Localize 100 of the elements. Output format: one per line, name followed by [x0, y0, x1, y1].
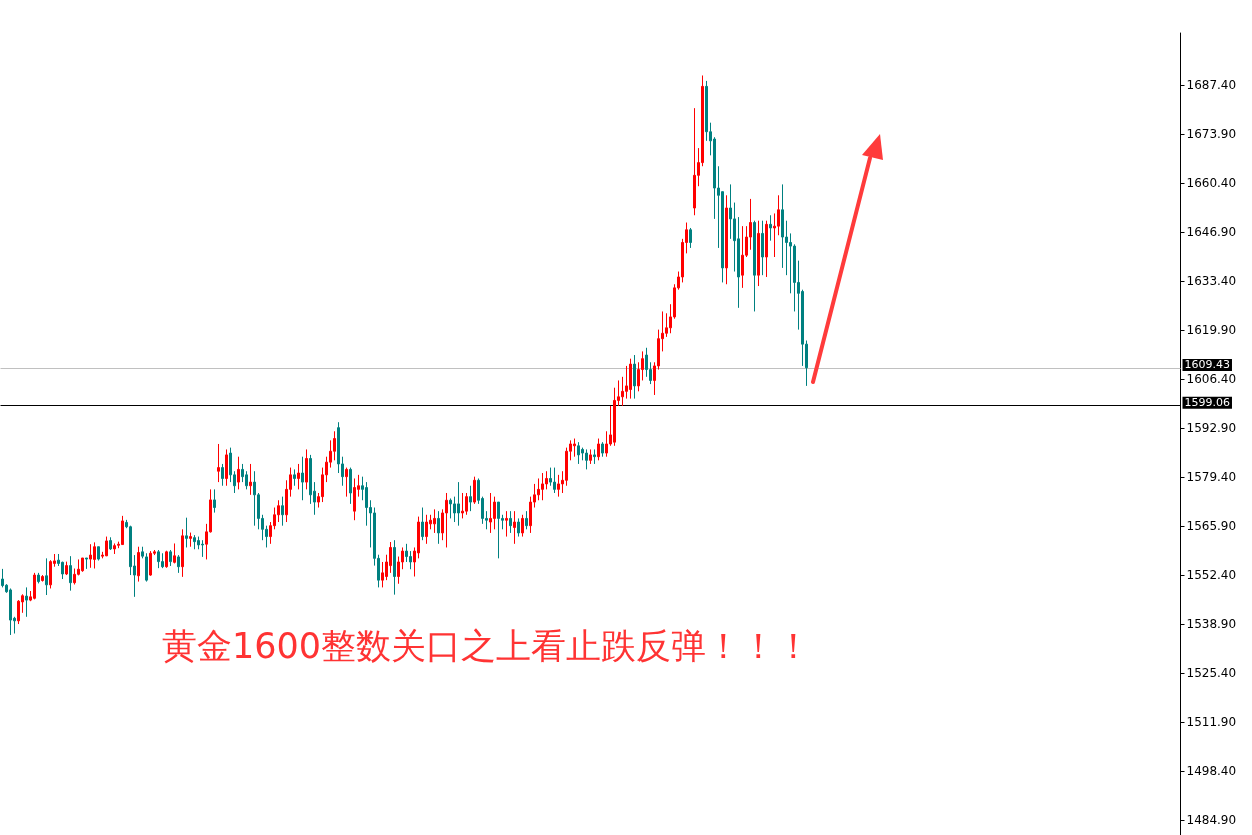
candlestick — [689, 227, 692, 249]
candlestick — [237, 456, 240, 490]
candlestick — [301, 456, 304, 501]
candlestick — [741, 225, 744, 289]
candlestick — [253, 470, 256, 527]
candlestick — [629, 358, 632, 400]
candlestick — [437, 510, 440, 545]
candlestick — [541, 472, 544, 501]
y-tick-label: 1552.40 — [1186, 568, 1237, 583]
candlestick — [65, 561, 68, 576]
y-tick-label: 1565.90 — [1186, 519, 1237, 534]
candlestick — [181, 528, 184, 578]
candlestick — [769, 214, 772, 242]
candlestick — [249, 463, 252, 496]
candlestick — [169, 549, 172, 567]
candlestick — [449, 497, 452, 519]
candlestick — [213, 488, 216, 514]
y-tick-label: 1538.90 — [1186, 617, 1237, 632]
candlestick — [517, 517, 520, 538]
candlestick — [353, 477, 356, 521]
candlestick — [465, 492, 468, 516]
candlestick — [585, 448, 588, 470]
candlestick — [281, 496, 284, 527]
candlestick — [137, 546, 140, 583]
candlestick — [757, 220, 760, 287]
candlestick — [177, 554, 180, 574]
candlestick — [345, 467, 348, 498]
y-tick-label: 1498.40 — [1186, 764, 1237, 779]
candlestick — [461, 492, 464, 519]
y-tick-label: 1633.40 — [1186, 273, 1237, 288]
candlestick — [349, 467, 352, 505]
candlestick — [37, 572, 40, 584]
candlestick — [165, 550, 168, 569]
candlestick — [473, 476, 476, 505]
candlestick — [469, 485, 472, 512]
candlestick — [221, 463, 224, 487]
candlestick — [293, 468, 296, 487]
candlestick — [433, 508, 436, 534]
candlestick — [81, 557, 84, 573]
candlestick — [765, 220, 768, 278]
ref-line-label: 1609.43 — [1184, 358, 1230, 372]
candlestick — [577, 441, 580, 465]
y-tick-label: 1484.90 — [1186, 813, 1237, 828]
y-tick-label: 1673.90 — [1186, 126, 1237, 141]
candlestick — [593, 448, 596, 465]
candlestick — [161, 552, 164, 569]
candlestick — [489, 492, 492, 534]
candlestick — [761, 220, 764, 276]
candlestick — [753, 220, 756, 312]
y-tick-label: 1525.40 — [1186, 666, 1237, 681]
candlestick — [589, 448, 592, 465]
candlestick — [573, 438, 576, 458]
candlestick — [45, 557, 48, 596]
y-tick-label: 1619.90 — [1186, 322, 1237, 337]
candlestick — [693, 107, 696, 216]
candlestick — [513, 510, 516, 545]
y-tick-label: 1687.40 — [1186, 77, 1237, 92]
candlestick — [505, 510, 508, 538]
y-tick-label: 1646.90 — [1186, 224, 1237, 239]
candlestick — [493, 496, 496, 530]
candlestick — [41, 574, 44, 583]
candlestick — [557, 474, 560, 498]
candlestick — [105, 536, 108, 557]
candlestick — [457, 481, 460, 527]
candlestick — [149, 550, 152, 577]
y-tick-label: 1579.40 — [1186, 470, 1237, 485]
candlestick — [725, 194, 728, 285]
candlestick — [597, 438, 600, 461]
candlestick — [121, 515, 124, 546]
y-tick-label: 1660.40 — [1186, 175, 1237, 190]
candlestick — [521, 514, 524, 538]
y-tick-label: 1606.40 — [1186, 372, 1237, 386]
candlestick — [297, 463, 300, 490]
candlestick — [305, 448, 308, 490]
ref-line-label: 1599.06 — [1184, 396, 1230, 410]
candlestick — [189, 532, 192, 548]
candlestick — [393, 539, 396, 596]
candlestick — [217, 443, 220, 483]
candlestick — [425, 514, 428, 545]
candlestick — [601, 441, 604, 458]
candlestick — [225, 448, 228, 487]
candlestick — [97, 546, 100, 562]
candlestick — [109, 536, 112, 551]
candlestick — [33, 572, 36, 600]
y-tick-label: 1592.90 — [1186, 421, 1237, 436]
candlestick — [173, 542, 176, 564]
candlestick — [445, 492, 448, 548]
candlestick — [9, 587, 12, 636]
candlestick — [553, 467, 556, 494]
candlestick — [113, 542, 116, 555]
candlestick — [525, 510, 528, 530]
candlestick — [69, 555, 72, 592]
candlestick — [93, 541, 96, 570]
candlestick — [89, 543, 92, 569]
candlestick — [497, 501, 500, 559]
candlestick — [201, 539, 204, 558]
candlestick — [421, 507, 424, 541]
y-tick-label: 1511.90 — [1186, 715, 1237, 730]
candlestick — [633, 354, 636, 400]
candlestick — [509, 510, 512, 534]
